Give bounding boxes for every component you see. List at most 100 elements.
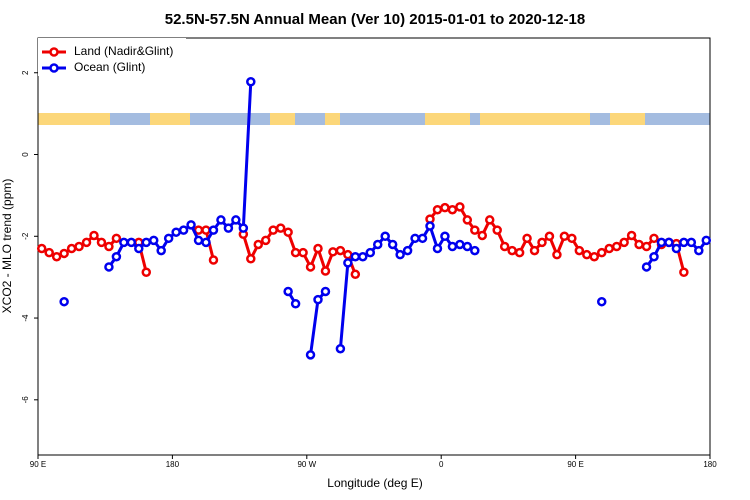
data-point (51, 251, 62, 262)
chart-title: 52.5N-57.5N Annual Mean (Ver 10) 2015-01… (165, 11, 585, 28)
data-point (283, 227, 293, 237)
data-point (387, 239, 398, 250)
data-point (104, 241, 114, 252)
data-point (641, 241, 652, 252)
data-point (679, 237, 689, 248)
x-tick-label: 180 (703, 460, 717, 469)
y-tick-label: 2 (21, 70, 30, 75)
data-point (253, 239, 264, 250)
data-point (634, 239, 644, 250)
data-point (649, 251, 659, 262)
data-point (96, 237, 107, 248)
legend-marker (49, 63, 59, 73)
data-point (589, 251, 600, 262)
data-point (641, 262, 652, 272)
data-point (477, 230, 488, 241)
legend (38, 38, 186, 76)
data-point (305, 350, 316, 360)
y-tick-label: -2 (21, 232, 30, 240)
data-point (350, 269, 361, 280)
data-point (193, 235, 204, 246)
data-point (283, 286, 293, 297)
data-point (238, 223, 249, 233)
data-point (395, 249, 405, 260)
data-point (216, 215, 226, 225)
data-point (59, 296, 69, 307)
data-point (432, 243, 443, 254)
x-tick-label: 90 W (297, 460, 316, 469)
x-axis-label: Longitude (deg E) (327, 476, 422, 490)
data-point (186, 220, 196, 230)
data-point (462, 241, 473, 252)
data-point (522, 233, 532, 244)
data-point (268, 225, 278, 235)
data-point (701, 235, 712, 246)
data-point (89, 230, 99, 241)
data-point (679, 267, 689, 278)
data-point (313, 294, 323, 305)
data-point (447, 241, 458, 252)
data-point (574, 245, 585, 256)
data-point (492, 225, 502, 235)
data-point (223, 223, 234, 233)
data-point (694, 245, 704, 256)
y-tick-label: -6 (21, 396, 30, 404)
data-point (656, 237, 667, 248)
data-point (178, 225, 189, 235)
data-point (81, 237, 92, 248)
data-point (260, 235, 271, 246)
data-point (440, 231, 450, 242)
x-tick-label: 180 (166, 460, 180, 469)
data-point (604, 243, 614, 254)
data-point (455, 239, 465, 250)
y-tick-label: -4 (21, 314, 30, 322)
data-point (664, 237, 674, 248)
y-tick-label: 0 (21, 152, 30, 157)
data-point (171, 227, 181, 237)
data-point (484, 215, 495, 225)
data-point (44, 247, 54, 258)
data-point (36, 243, 47, 254)
data-point (74, 241, 84, 252)
data-point (66, 243, 77, 254)
data-point (455, 202, 465, 212)
data-point (246, 254, 256, 264)
data-point (208, 255, 219, 265)
data-point (567, 233, 577, 244)
legend-marker (49, 47, 59, 57)
data-point (596, 296, 607, 307)
data-point (313, 243, 323, 254)
data-point (410, 233, 420, 244)
data-point (111, 251, 122, 262)
data-point (148, 235, 159, 246)
data-point (499, 241, 510, 252)
data-point (156, 245, 166, 256)
data-point (134, 243, 144, 254)
data-point (320, 286, 331, 297)
data-point (380, 231, 390, 242)
x-tick-label: 90 E (567, 460, 583, 469)
data-point (529, 245, 540, 256)
data-point (552, 249, 562, 260)
data-point (335, 245, 346, 256)
data-point (372, 239, 383, 250)
data-point (201, 225, 211, 235)
legend-label: Ocean (Glint) (74, 60, 145, 74)
data-point (365, 247, 376, 258)
data-point (343, 258, 353, 268)
x-tick-label: 90 E (30, 460, 46, 469)
data-point (417, 233, 428, 244)
data-point (126, 237, 137, 248)
data-point (111, 233, 122, 244)
data-point (432, 204, 443, 215)
data-point (275, 223, 286, 233)
data-point (626, 230, 637, 241)
data-point (246, 76, 256, 87)
data-point (514, 247, 525, 258)
data-point (141, 237, 152, 248)
data-point (559, 231, 570, 242)
data-point (582, 249, 592, 260)
data-point (649, 233, 659, 244)
data-point (470, 225, 480, 235)
data-point (537, 237, 547, 248)
